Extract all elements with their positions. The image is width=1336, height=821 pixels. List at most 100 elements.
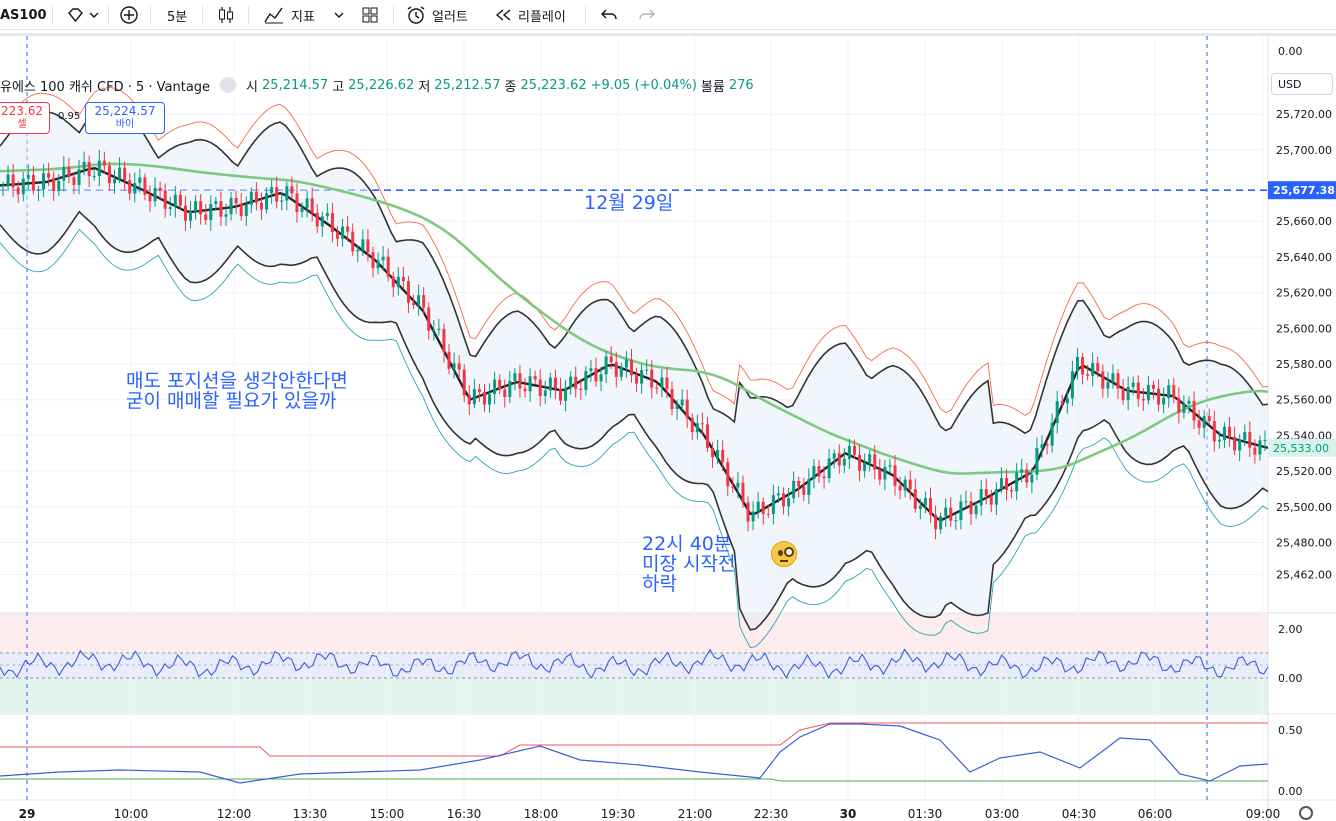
chart-canvas[interactable]: 0.0025,720.0025,700.0025,680.0025,660.00… — [0, 36, 1336, 821]
candle-body — [700, 423, 704, 425]
candle-body — [731, 486, 735, 488]
sell-button[interactable]: 223.62 셀 — [0, 102, 50, 134]
price-axis-label: 25,580.00 — [1276, 358, 1332, 371]
candle-body — [305, 198, 309, 208]
candle-body — [878, 469, 882, 480]
legend-low-label: 저 — [418, 79, 431, 95]
osc-line — [0, 648, 1269, 679]
candles-icon — [219, 7, 233, 23]
undo-icon — [601, 9, 617, 20]
candle-body — [685, 399, 689, 418]
candle-body — [538, 379, 542, 396]
candle-body — [852, 445, 856, 455]
candle-body — [1065, 398, 1069, 404]
candle-body — [817, 466, 821, 477]
text-annotation-1[interactable]: 매도 포지션을 생각안한다면 굳이 매매할 필요가 있을까 — [126, 371, 348, 411]
indicators-label: 지표 — [291, 9, 315, 25]
candle-body — [1248, 432, 1252, 448]
candle-body — [376, 260, 380, 269]
candle-body — [1126, 386, 1130, 401]
candle-body — [417, 295, 421, 306]
undo-button[interactable] — [600, 0, 618, 30]
symbol-search[interactable]: AS100 — [0, 0, 47, 30]
candle-body — [934, 514, 938, 530]
candle-body — [574, 376, 578, 389]
chart-type-button[interactable] — [216, 0, 236, 30]
candle-body — [1207, 416, 1211, 422]
time-axis-label: 16:30 — [447, 807, 482, 821]
compare-button[interactable] — [119, 0, 139, 30]
candle-body — [1238, 439, 1242, 451]
thinking-emoji-icon[interactable] — [771, 541, 797, 567]
annotation-line: 22시 40분 — [642, 533, 732, 555]
candle-body — [219, 201, 223, 217]
moving-average-line — [0, 162, 1269, 475]
text-annotation-2[interactable]: 22시 40분 미장 시작전 하락 — [642, 534, 735, 594]
buy-button[interactable]: 25,224.57 바이 — [85, 102, 165, 134]
date-annotation[interactable]: 12월 29일 — [584, 192, 674, 214]
candle-body — [204, 214, 208, 221]
candle-body — [792, 480, 796, 499]
chevron-down-icon — [334, 12, 344, 18]
candle-body — [787, 498, 791, 507]
candle-body — [148, 194, 152, 202]
candle-body — [1050, 422, 1054, 446]
legend-toggle-icon[interactable] — [220, 77, 237, 93]
candle-body — [488, 394, 492, 405]
candle-body — [239, 203, 243, 217]
layout-button[interactable] — [361, 0, 379, 30]
osc2-lower-line — [0, 778, 1268, 782]
candle-body — [579, 388, 583, 390]
osc2-axis-label: 0.00 — [1278, 785, 1303, 798]
candle-body — [290, 186, 294, 194]
candle-body — [143, 177, 147, 195]
settings-gear-icon[interactable] — [1299, 806, 1313, 820]
candle-body — [102, 160, 106, 166]
candle-body — [903, 479, 907, 491]
candle-body — [979, 489, 983, 506]
annotation-line: 하락 — [642, 573, 677, 595]
candle-body — [1192, 400, 1196, 421]
candle-body — [939, 516, 943, 530]
candle-body — [847, 445, 851, 459]
candle-body — [77, 169, 81, 185]
candle-body — [1167, 385, 1171, 398]
candle-body — [711, 447, 715, 458]
time-axis-label: 01:30 — [908, 807, 943, 821]
candle-body — [1157, 388, 1161, 405]
last-price-value: 25,533.00 — [1273, 442, 1329, 455]
candle-body — [705, 424, 709, 448]
redo-button[interactable] — [638, 0, 656, 30]
replay-button[interactable]: 리플레이 — [494, 0, 566, 30]
candle-body — [341, 226, 345, 239]
candle-body — [31, 175, 35, 191]
layout-grid-icon — [362, 7, 378, 23]
candle-body — [999, 478, 1003, 490]
candle-body — [1141, 398, 1145, 401]
candle-body — [949, 507, 953, 521]
candle-body — [1070, 371, 1074, 399]
time-axis-label: 13:30 — [293, 807, 328, 821]
osc-overbought-zone — [0, 613, 1268, 653]
interval-button[interactable]: 5분 — [167, 0, 187, 30]
toolbar-divider — [52, 6, 53, 24]
candle-body — [168, 207, 172, 209]
candle-body — [107, 165, 111, 184]
indicator-templates-button[interactable] — [333, 0, 345, 30]
indicators-button[interactable]: 지표 — [263, 0, 315, 30]
annotation-line: 매도 포지션을 생각안한다면 — [126, 370, 348, 392]
candle-body — [858, 454, 862, 471]
candle-body — [36, 189, 40, 191]
candle-body — [92, 176, 96, 178]
currency-select[interactable]: USD — [1271, 73, 1333, 95]
favorites-button[interactable] — [66, 0, 102, 30]
candle-body — [128, 180, 132, 194]
candle-body — [1091, 362, 1095, 376]
candle-body — [518, 373, 522, 389]
currency-label: USD — [1278, 78, 1302, 91]
candle-body — [883, 466, 887, 480]
candle-body — [584, 371, 588, 390]
candle-body — [756, 501, 760, 512]
legend-instrument: 유에스 100 캐쉬 CFD · 5 · Vantage — [0, 79, 211, 95]
alert-button[interactable]: 얼러트 — [406, 0, 468, 30]
